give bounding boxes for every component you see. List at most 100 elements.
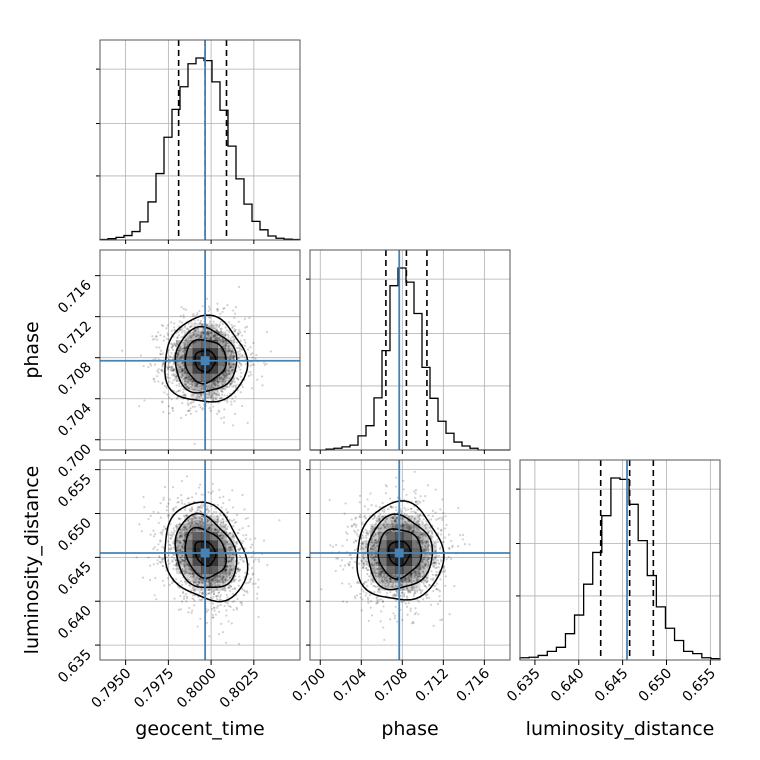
scatter-point [409,579,412,582]
scatter-point [378,517,381,520]
scatter-point [187,386,190,389]
panel-content [310,460,510,660]
scatter-point [237,320,240,323]
scatter-point [374,532,377,536]
density-cell [192,540,202,550]
scatter-point [395,520,398,523]
scatter-point [184,326,187,329]
scatter-point [226,345,230,348]
scatter-point [385,518,388,521]
scatter-point [218,534,222,537]
scatter-point [170,329,173,333]
scatter-point [371,580,375,583]
scatter-point [377,588,380,591]
scatter-point [138,405,141,408]
density-cell [217,364,227,374]
scatter-point [389,516,393,520]
scatter-point [214,613,217,616]
scatter-point [194,321,197,325]
scatter-point [172,540,175,543]
scatter-point [395,517,399,520]
scatter-point [374,539,377,542]
scatter-point [409,526,412,529]
scatter-point [224,526,227,529]
scatter-point [178,357,181,360]
scatter-point [420,560,424,563]
scatter-point [168,366,171,369]
scatter-point [179,534,182,537]
scatter-point [334,569,337,573]
scatter-point [184,525,188,528]
scatter-point [162,528,165,532]
scatter-point [193,516,196,519]
scatter-point [176,351,179,354]
scatter-point [374,539,377,542]
scatter-point [185,346,188,349]
scatter-point [436,554,439,558]
scatter-point [350,518,353,521]
scatter-point [427,484,430,487]
scatter-point [182,529,185,532]
scatter-point [232,351,236,354]
density-cell [420,523,429,533]
scatter-point [170,367,173,370]
scatter-point [263,363,267,366]
scatter-point [217,337,220,340]
density-cell [184,565,193,575]
scatter-point [235,341,239,344]
scatter-point [199,393,202,396]
scatter-point [213,528,216,531]
scatter-point [214,392,217,395]
scatter-point [217,530,220,534]
scatter-point [188,565,191,568]
scatter-point [218,534,222,537]
scatter-point [230,350,233,353]
scatter-point [208,526,211,529]
scatter-point [177,500,180,504]
scatter-point [425,523,428,526]
scatter-point [191,388,194,391]
scatter-point [181,327,184,330]
scatter-point [226,565,229,569]
scatter-point [419,533,422,536]
scatter-point [371,557,374,560]
scatter-point [183,324,187,328]
scatter-point [219,534,222,537]
scatter-point [225,528,229,531]
scatter-point [224,567,228,570]
scatter-point [208,582,211,586]
scatter-point [249,346,252,349]
density-cell [184,523,193,533]
scatter-point [227,510,230,514]
scatter-point [181,369,184,372]
scatter-point [187,404,190,407]
scatter-point [182,347,186,350]
scatter-point [181,568,184,571]
scatter-point [241,557,244,560]
scatter-point [182,597,186,600]
scatter-point [179,528,182,531]
scatter-point [404,579,407,582]
scatter-point [434,566,437,570]
scatter-point [422,548,426,551]
scatter-point [403,578,406,581]
scatter-point [237,579,241,583]
scatter-point [389,580,393,583]
scatter-point [159,353,163,356]
scatter-point [179,548,182,551]
scatter-point [377,573,380,576]
scatter-point [176,390,180,393]
scatter-point [362,564,366,567]
scatter-point [182,525,185,528]
scatter-point [425,593,428,596]
scatter-point [214,528,217,531]
scatter-point [218,591,221,594]
scatter-point [226,304,229,307]
scatter-point [217,409,220,412]
scatter-point [175,341,178,344]
scatter-point [400,600,403,604]
scatter-point [366,598,370,601]
scatter-point [166,514,169,517]
scatter-point [363,515,366,519]
scatter-point [210,385,213,388]
